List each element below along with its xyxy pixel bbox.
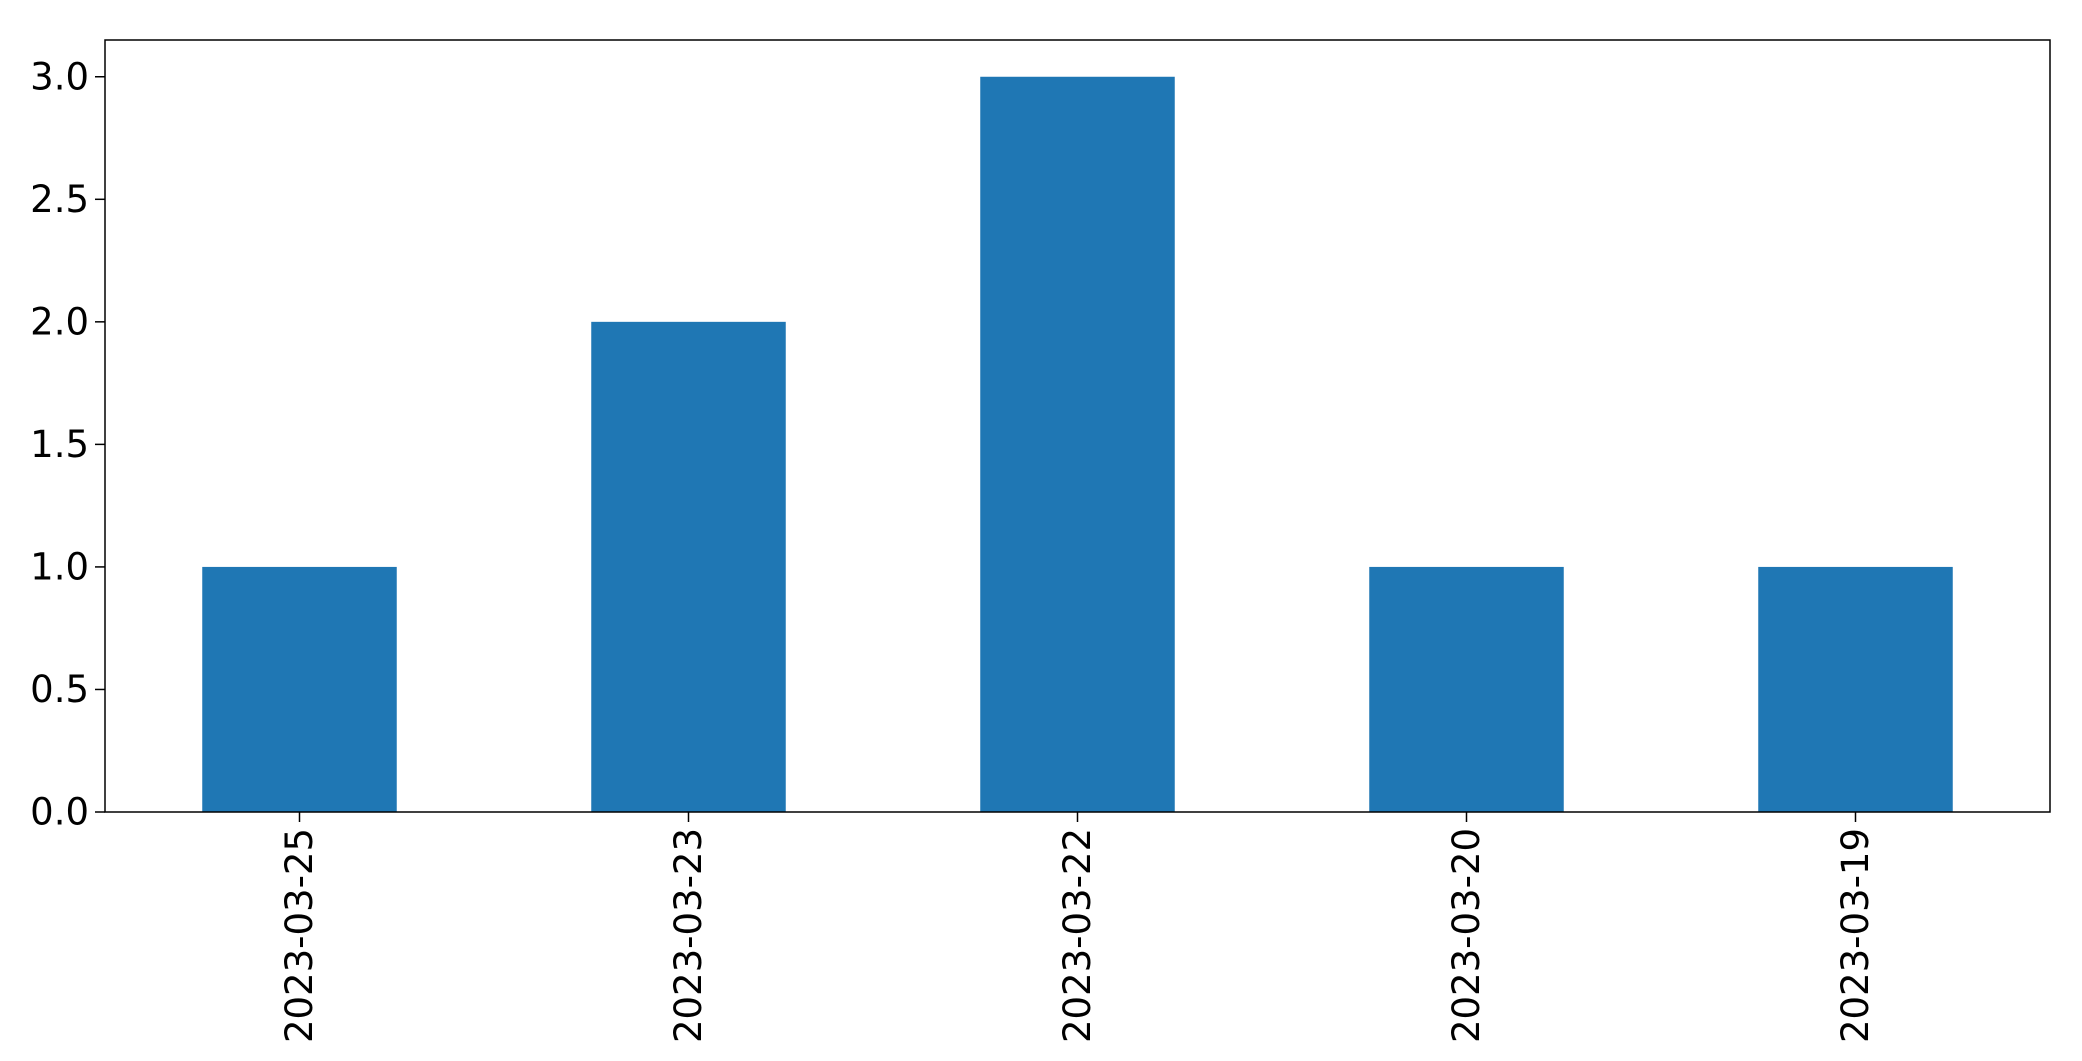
bars-layer <box>202 76 1953 812</box>
bar-2023-03-22 <box>980 76 1175 812</box>
y-axis: 0.0 0.5 1.0 1.5 2.0 2.5 3.0 <box>30 55 105 834</box>
y-tick-label: 3.0 <box>30 55 89 98</box>
y-tick-label: 1.0 <box>30 545 89 588</box>
x-tick-label: 2023-03-23 <box>667 828 710 1043</box>
x-tick-label: 2023-03-20 <box>1445 828 1488 1043</box>
bar-2023-03-25 <box>202 566 397 812</box>
x-axis: 2023-03-25 2023-03-23 2023-03-22 2023-03-20… <box>278 812 1877 1043</box>
y-tick-label: 0.5 <box>30 668 89 711</box>
y-tick-label: 2.0 <box>30 300 89 343</box>
y-tick-label: 0.0 <box>30 791 89 834</box>
x-tick-label: 2023-03-19 <box>1834 828 1877 1043</box>
y-tick-label: 2.5 <box>30 178 89 221</box>
x-tick-label: 2023-03-22 <box>1056 828 1099 1043</box>
bar-2023-03-19 <box>1758 566 1953 812</box>
bar-2023-03-20 <box>1369 566 1564 812</box>
y-tick-label: 1.5 <box>30 423 89 466</box>
bar-2023-03-23 <box>591 321 786 812</box>
x-tick-label: 2023-03-25 <box>278 828 321 1043</box>
